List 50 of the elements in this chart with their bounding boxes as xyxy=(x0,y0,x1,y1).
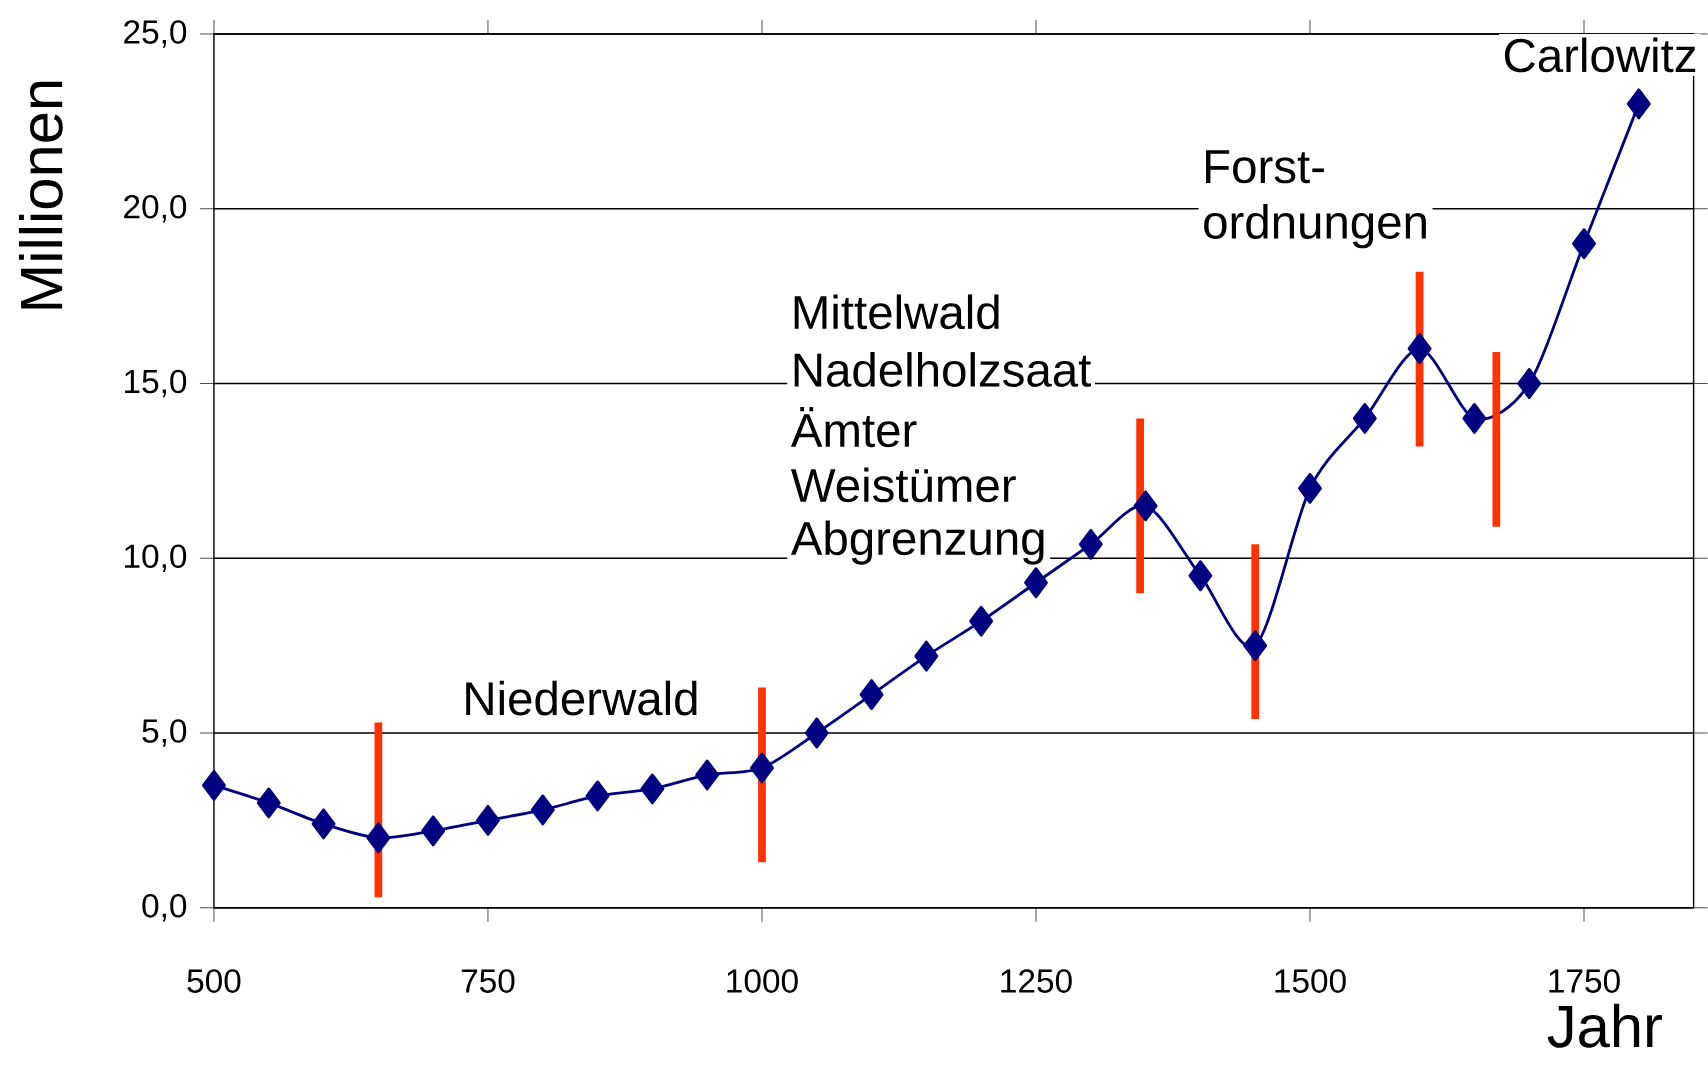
point xyxy=(1298,473,1322,504)
x-tick-label: 1000 xyxy=(727,969,798,993)
annotation: Mittelwald xyxy=(794,294,999,330)
annotation: Forst- xyxy=(1206,150,1324,184)
x-tick-label: 750 xyxy=(461,969,515,993)
point xyxy=(859,679,884,711)
x-axis-title: Jahr xyxy=(1547,1003,1662,1048)
y-tick-label: 0,0 xyxy=(142,894,187,922)
point xyxy=(914,640,939,672)
annotation: Carlowitz xyxy=(1504,37,1696,73)
annotation: Weistümer xyxy=(791,467,1016,503)
annotation: ordnungen xyxy=(1204,204,1426,249)
point xyxy=(476,805,500,836)
annotation: Abgrenzung xyxy=(790,520,1044,565)
point xyxy=(1407,333,1432,365)
point xyxy=(202,770,226,802)
y-tick-label: 5,0 xyxy=(142,719,187,747)
point xyxy=(695,759,720,791)
annotation: Nadelholzsaat xyxy=(794,352,1091,388)
point xyxy=(1078,528,1103,560)
point xyxy=(311,808,336,840)
point xyxy=(256,787,281,819)
x-tick-label: 1250 xyxy=(1001,969,1072,993)
point xyxy=(1024,567,1048,599)
point xyxy=(640,773,665,805)
point xyxy=(1572,228,1596,260)
point xyxy=(421,815,446,847)
point xyxy=(530,794,555,826)
annotation: Ämter xyxy=(790,407,917,448)
x-tick-label: 1500 xyxy=(1275,969,1346,993)
y-axis-title: Millionen xyxy=(18,81,63,309)
point xyxy=(1133,490,1158,522)
point xyxy=(969,605,994,637)
y-tick-label: 25,0 xyxy=(124,20,187,48)
point xyxy=(750,752,774,784)
point xyxy=(804,717,829,749)
point xyxy=(1462,403,1487,435)
point xyxy=(366,822,391,854)
point xyxy=(1352,403,1377,435)
x-tick-label: 500 xyxy=(187,969,241,993)
point xyxy=(1626,88,1651,120)
x-tick-label: 1750 xyxy=(1549,969,1620,993)
y-tick-label: 15,0 xyxy=(125,369,187,398)
point xyxy=(1188,560,1213,592)
annotation: Niederwald xyxy=(466,680,697,716)
point xyxy=(1517,368,1542,400)
y-tick-label: 10,0 xyxy=(125,544,187,573)
point xyxy=(1243,630,1268,662)
point xyxy=(585,780,610,812)
y-tick-label: 20,0 xyxy=(124,195,187,223)
